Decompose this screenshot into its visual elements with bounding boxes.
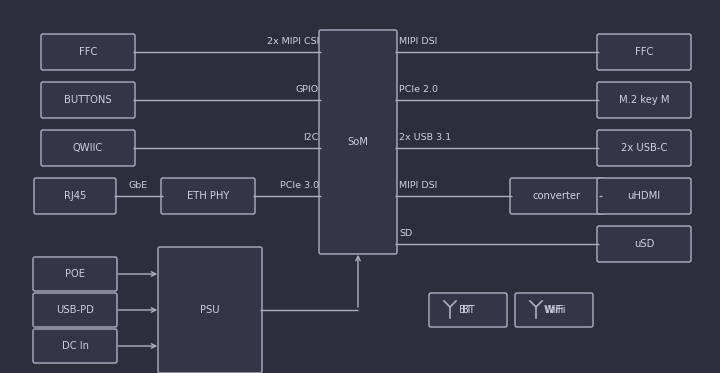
FancyBboxPatch shape <box>510 178 604 214</box>
Text: RJ45: RJ45 <box>64 191 86 201</box>
Text: DC In: DC In <box>61 341 89 351</box>
Text: MIPI DSI: MIPI DSI <box>399 181 437 190</box>
Text: QWIIC: QWIIC <box>73 143 103 153</box>
Text: 2x USB 3.1: 2x USB 3.1 <box>399 133 451 142</box>
FancyBboxPatch shape <box>597 226 691 262</box>
Text: USB-PD: USB-PD <box>56 305 94 315</box>
Text: PCIe 3.0: PCIe 3.0 <box>280 181 319 190</box>
Text: POE: POE <box>65 269 85 279</box>
Text: uHDMI: uHDMI <box>627 191 660 201</box>
Text: uSD: uSD <box>634 239 654 249</box>
Text: I2C: I2C <box>304 133 319 142</box>
FancyBboxPatch shape <box>33 257 117 291</box>
Text: PSU: PSU <box>200 305 220 315</box>
Text: WiFi: WiFi <box>542 305 565 315</box>
Text: BT: BT <box>462 305 474 315</box>
FancyBboxPatch shape <box>429 293 507 327</box>
Text: FFC: FFC <box>78 47 97 57</box>
Text: GPIO: GPIO <box>296 85 319 94</box>
Text: WiFi: WiFi <box>544 305 564 315</box>
FancyBboxPatch shape <box>41 34 135 70</box>
FancyBboxPatch shape <box>515 293 593 327</box>
FancyBboxPatch shape <box>158 247 262 373</box>
Text: ETH PHY: ETH PHY <box>186 191 229 201</box>
Text: BUTTONS: BUTTONS <box>64 95 112 105</box>
FancyBboxPatch shape <box>319 30 397 254</box>
Text: SoM: SoM <box>348 137 369 147</box>
FancyBboxPatch shape <box>597 82 691 118</box>
FancyBboxPatch shape <box>41 130 135 166</box>
FancyBboxPatch shape <box>597 130 691 166</box>
FancyBboxPatch shape <box>597 178 691 214</box>
Text: converter: converter <box>533 191 581 201</box>
Text: FFC: FFC <box>635 47 653 57</box>
FancyBboxPatch shape <box>34 178 116 214</box>
Text: 2x USB-C: 2x USB-C <box>621 143 667 153</box>
Text: GbE: GbE <box>128 181 148 190</box>
Text: BT: BT <box>456 305 472 315</box>
FancyBboxPatch shape <box>161 178 255 214</box>
Text: PCIe 2.0: PCIe 2.0 <box>399 85 438 94</box>
Text: 2x MIPI CSI: 2x MIPI CSI <box>266 37 319 46</box>
Text: MIPI DSI: MIPI DSI <box>399 37 437 46</box>
Text: SD: SD <box>399 229 413 238</box>
FancyBboxPatch shape <box>33 293 117 327</box>
Text: M.2 key M: M.2 key M <box>618 95 670 105</box>
FancyBboxPatch shape <box>33 329 117 363</box>
FancyBboxPatch shape <box>41 82 135 118</box>
FancyBboxPatch shape <box>597 34 691 70</box>
